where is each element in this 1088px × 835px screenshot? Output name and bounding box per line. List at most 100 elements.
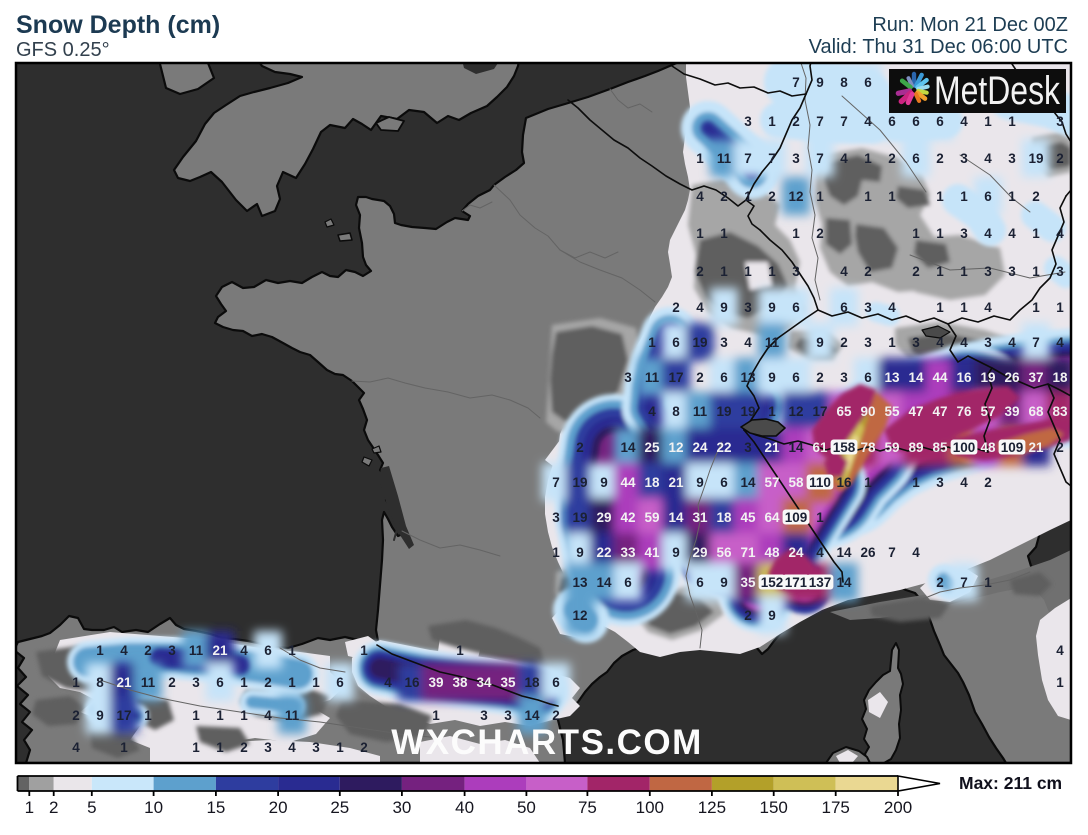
svg-text:2: 2 bbox=[936, 151, 944, 166]
svg-text:7: 7 bbox=[792, 75, 800, 90]
svg-text:6: 6 bbox=[864, 370, 872, 385]
svg-text:1: 1 bbox=[696, 226, 704, 241]
svg-text:14: 14 bbox=[620, 440, 636, 455]
svg-text:2: 2 bbox=[936, 575, 944, 590]
svg-text:1: 1 bbox=[240, 675, 248, 690]
svg-text:1: 1 bbox=[768, 264, 776, 279]
svg-text:6: 6 bbox=[696, 575, 704, 590]
svg-text:4: 4 bbox=[120, 643, 128, 658]
svg-text:137: 137 bbox=[809, 575, 832, 590]
svg-text:16: 16 bbox=[956, 370, 972, 385]
svg-text:16: 16 bbox=[836, 475, 852, 490]
svg-text:1: 1 bbox=[312, 675, 320, 690]
svg-text:35: 35 bbox=[500, 675, 516, 690]
svg-text:9: 9 bbox=[768, 608, 776, 623]
svg-text:8: 8 bbox=[840, 75, 848, 90]
svg-text:3: 3 bbox=[960, 151, 968, 166]
svg-text:2: 2 bbox=[696, 370, 704, 385]
svg-text:14: 14 bbox=[740, 475, 756, 490]
svg-text:1: 1 bbox=[144, 708, 152, 723]
svg-text:100: 100 bbox=[636, 798, 664, 817]
svg-text:1: 1 bbox=[216, 708, 224, 723]
svg-text:75: 75 bbox=[578, 798, 597, 817]
svg-text:4: 4 bbox=[744, 335, 752, 350]
svg-text:18: 18 bbox=[644, 475, 660, 490]
svg-text:26: 26 bbox=[1004, 370, 1020, 385]
svg-text:47: 47 bbox=[932, 404, 947, 419]
svg-text:100: 100 bbox=[953, 440, 976, 455]
svg-text:3: 3 bbox=[984, 264, 992, 279]
svg-text:11: 11 bbox=[285, 708, 300, 723]
svg-text:150: 150 bbox=[760, 798, 788, 817]
svg-text:2: 2 bbox=[816, 370, 824, 385]
svg-text:1: 1 bbox=[336, 740, 344, 755]
svg-text:30: 30 bbox=[392, 798, 411, 817]
svg-text:40: 40 bbox=[455, 798, 474, 817]
svg-text:1: 1 bbox=[984, 575, 992, 590]
svg-text:4: 4 bbox=[1056, 643, 1064, 658]
svg-text:12: 12 bbox=[572, 608, 587, 623]
svg-text:76: 76 bbox=[956, 404, 972, 419]
svg-text:57: 57 bbox=[980, 404, 995, 419]
svg-text:7: 7 bbox=[816, 151, 824, 166]
svg-text:1: 1 bbox=[960, 300, 968, 315]
svg-text:26: 26 bbox=[860, 545, 876, 560]
svg-text:6: 6 bbox=[984, 189, 992, 204]
svg-text:1: 1 bbox=[792, 226, 800, 241]
svg-text:3: 3 bbox=[264, 740, 272, 755]
svg-text:19: 19 bbox=[692, 335, 707, 350]
svg-text:7: 7 bbox=[552, 475, 560, 490]
svg-text:9: 9 bbox=[768, 370, 776, 385]
svg-text:14: 14 bbox=[596, 575, 612, 590]
svg-text:4: 4 bbox=[384, 675, 392, 690]
svg-text:2: 2 bbox=[888, 151, 896, 166]
svg-text:41: 41 bbox=[644, 545, 660, 560]
svg-text:14: 14 bbox=[524, 708, 540, 723]
svg-text:3: 3 bbox=[936, 475, 944, 490]
svg-text:1: 1 bbox=[936, 300, 944, 315]
svg-text:2: 2 bbox=[240, 740, 248, 755]
svg-text:125: 125 bbox=[698, 798, 726, 817]
svg-text:4: 4 bbox=[288, 740, 296, 755]
svg-text:6: 6 bbox=[624, 575, 632, 590]
svg-text:3: 3 bbox=[624, 370, 632, 385]
svg-text:21: 21 bbox=[212, 643, 228, 658]
svg-text:4: 4 bbox=[984, 151, 992, 166]
svg-text:3: 3 bbox=[1056, 114, 1064, 129]
svg-text:2: 2 bbox=[264, 675, 272, 690]
svg-text:4: 4 bbox=[264, 708, 272, 723]
svg-text:1: 1 bbox=[912, 475, 920, 490]
svg-text:13: 13 bbox=[740, 370, 756, 385]
svg-text:13: 13 bbox=[884, 370, 900, 385]
svg-text:6: 6 bbox=[552, 675, 560, 690]
svg-text:39: 39 bbox=[1004, 404, 1019, 419]
svg-text:1: 1 bbox=[1056, 675, 1064, 690]
svg-text:6: 6 bbox=[888, 114, 896, 129]
svg-text:200: 200 bbox=[884, 798, 912, 817]
svg-text:4: 4 bbox=[648, 404, 656, 419]
svg-text:4: 4 bbox=[696, 300, 704, 315]
svg-text:10: 10 bbox=[144, 798, 163, 817]
svg-text:22: 22 bbox=[596, 545, 611, 560]
svg-text:25: 25 bbox=[330, 798, 349, 817]
svg-text:11: 11 bbox=[693, 404, 708, 419]
svg-text:12: 12 bbox=[788, 189, 803, 204]
svg-text:1: 1 bbox=[1008, 114, 1016, 129]
svg-text:6: 6 bbox=[336, 675, 344, 690]
svg-text:1: 1 bbox=[696, 151, 704, 166]
svg-text:9: 9 bbox=[816, 335, 824, 350]
svg-text:1: 1 bbox=[216, 740, 224, 755]
svg-text:61: 61 bbox=[812, 440, 828, 455]
svg-text:2: 2 bbox=[816, 226, 824, 241]
svg-text:4: 4 bbox=[240, 643, 248, 658]
svg-text:4: 4 bbox=[840, 151, 848, 166]
svg-text:6: 6 bbox=[864, 75, 872, 90]
svg-text:1: 1 bbox=[864, 151, 872, 166]
svg-text:45: 45 bbox=[740, 510, 756, 525]
svg-text:21: 21 bbox=[116, 675, 132, 690]
svg-text:4: 4 bbox=[960, 475, 968, 490]
svg-text:4: 4 bbox=[912, 545, 920, 560]
svg-text:1: 1 bbox=[192, 708, 200, 723]
svg-text:1: 1 bbox=[1056, 300, 1064, 315]
svg-text:4: 4 bbox=[1008, 226, 1016, 241]
